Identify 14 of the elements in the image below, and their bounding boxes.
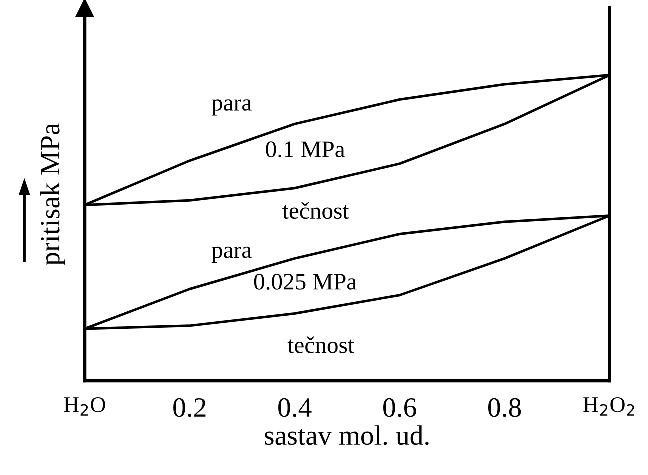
- x-tick-label: 0.8: [488, 398, 522, 418]
- text: H$_{2}$O: [64, 398, 106, 416]
- annotation: 0.1 MPa: [266, 142, 346, 158]
- y-axis-title: pritisak MPa: [40, 124, 66, 266]
- x-axis-title: sastav mol. ud.: [265, 426, 429, 446]
- x-tick-label: 0.4: [278, 398, 312, 418]
- annotation: 0.025 MPa: [254, 274, 357, 290]
- annotation: para: [212, 100, 252, 116]
- annotation: para: [212, 246, 252, 264]
- text: H$_{2}$O$_{2}$: [584, 398, 634, 416]
- annotation: tečnost: [282, 202, 350, 220]
- annotation: tečnost: [288, 336, 354, 354]
- x-tick-label: 0.6: [384, 398, 416, 418]
- x-tick-label: 0.2: [174, 398, 206, 418]
